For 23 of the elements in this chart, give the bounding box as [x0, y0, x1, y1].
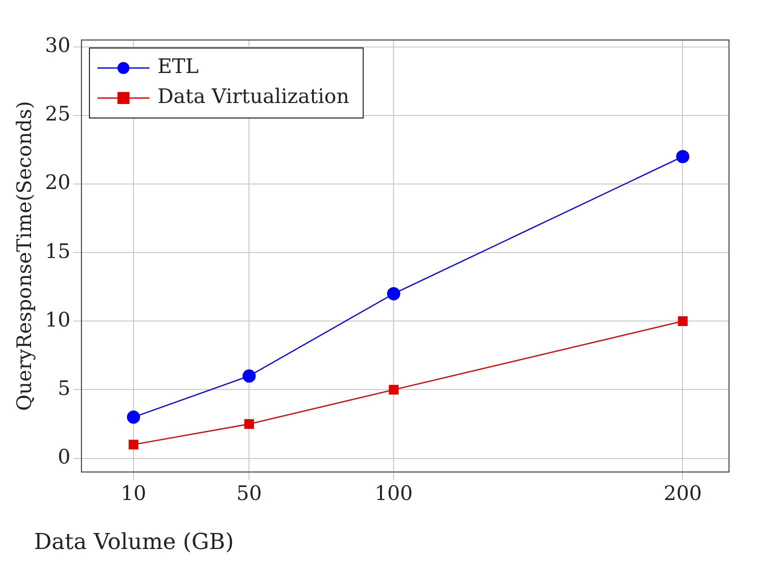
point [126, 410, 140, 424]
y-tick-label: 20 [44, 170, 70, 194]
y-tick-label: 10 [44, 307, 70, 332]
point [678, 316, 688, 326]
point [388, 384, 399, 395]
point [387, 287, 400, 300]
x-axis-title: Data Volume (GB) [34, 530, 234, 555]
legend-label: ETL [157, 54, 199, 78]
legend-label: Data Virtualization [157, 84, 350, 108]
point [242, 369, 256, 383]
y-tick-label: 25 [44, 102, 70, 126]
x-tick-label: 100 [374, 481, 413, 506]
y-tick-label: 30 [44, 33, 70, 58]
y-tick-label: 0 [58, 444, 70, 468]
y-tick-label: 5 [58, 376, 70, 400]
point [676, 150, 690, 164]
y-axis-title: QueryResponseTime(Seconds) [12, 101, 36, 411]
point [128, 440, 138, 450]
y-tick-label: 15 [44, 238, 70, 263]
x-tick-label: 10 [120, 481, 146, 506]
x-tick-label: 200 [664, 481, 702, 506]
point [244, 419, 254, 429]
x-tick-label: 50 [236, 481, 262, 506]
